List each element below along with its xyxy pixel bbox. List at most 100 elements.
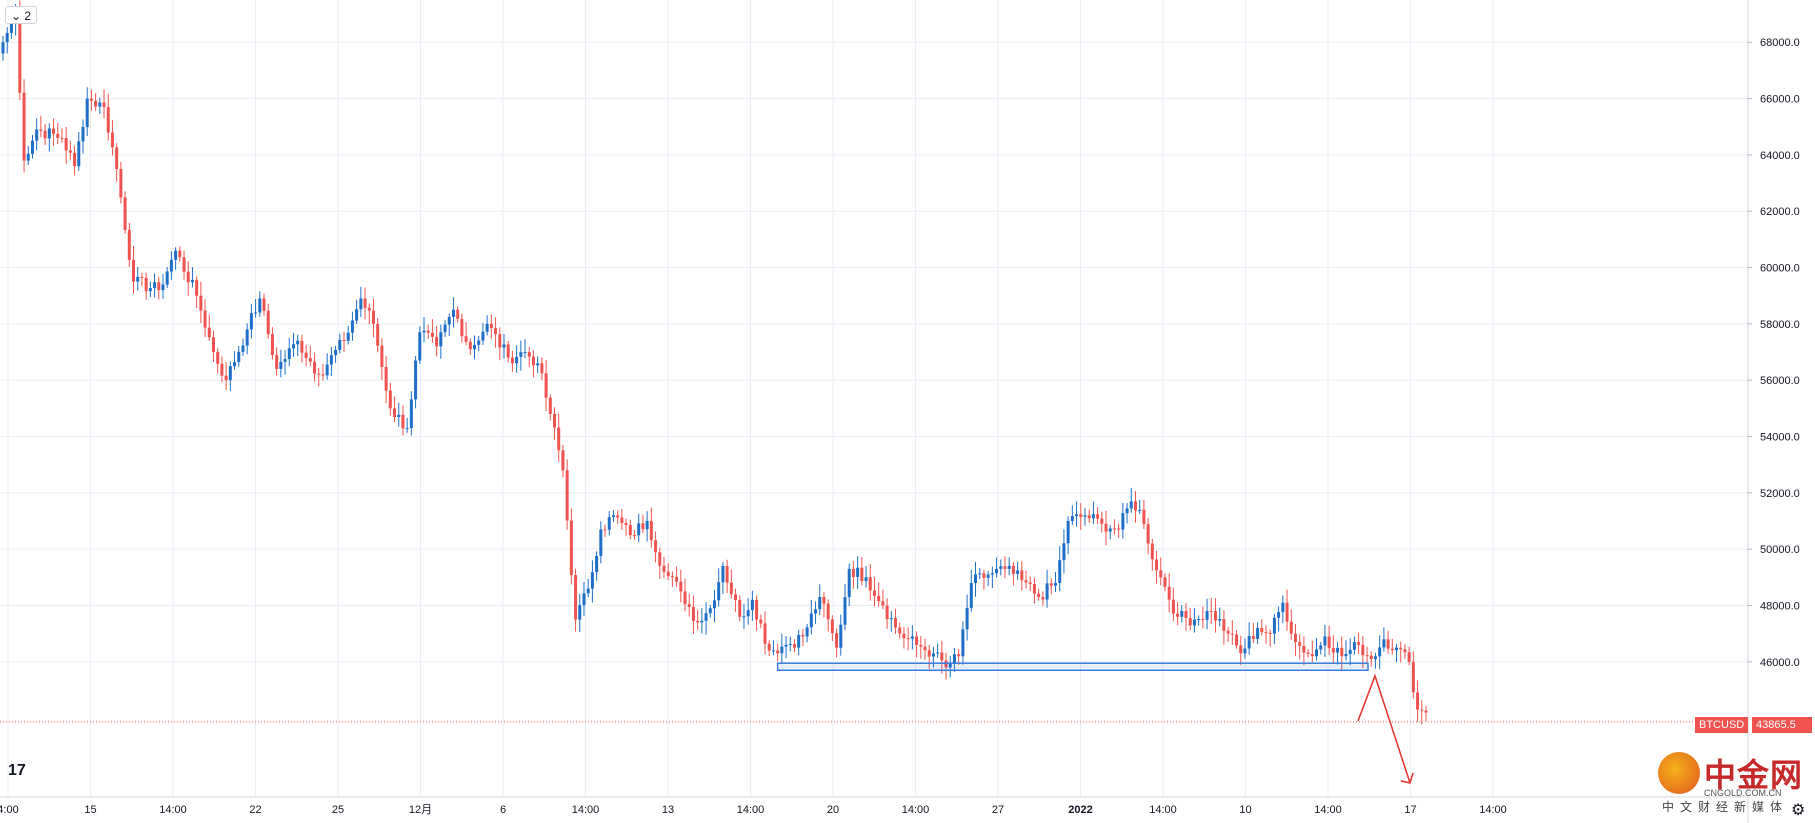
candle-body <box>258 298 262 313</box>
candle-body <box>485 323 489 332</box>
candle-body <box>376 323 380 346</box>
support-zone[interactable] <box>776 662 1369 672</box>
candle-body <box>186 271 190 283</box>
candle-body <box>620 517 624 523</box>
y-tick-label: 58000.0 <box>1760 319 1800 331</box>
candle-body <box>658 552 662 566</box>
candle-body <box>26 153 30 161</box>
candle-body <box>923 646 927 651</box>
candle-body <box>1390 648 1394 651</box>
interval-label: 2 <box>24 9 32 23</box>
candle-body <box>313 361 317 374</box>
candle-body <box>1424 710 1428 713</box>
candle-body <box>64 137 68 151</box>
candle-body <box>1420 709 1424 711</box>
candle-body <box>1365 655 1369 657</box>
candle-body <box>649 521 653 541</box>
candle-body <box>1032 583 1036 594</box>
candle-body <box>595 555 599 573</box>
candle-body <box>1243 648 1247 654</box>
time-axis: 4:00 15 14:00 22 25 12月 6 14:00 13 14:00 20 14:00 27… <box>0 804 1507 816</box>
candle-body <box>1289 621 1293 634</box>
tradingview-logo-icon[interactable]: 17 <box>8 762 38 786</box>
candle-body <box>1378 647 1382 657</box>
candle-body <box>1218 619 1222 621</box>
candle-body <box>1167 586 1171 600</box>
candle-body <box>178 250 182 258</box>
candle-body <box>1310 654 1314 657</box>
candle-body <box>1024 580 1028 583</box>
candle-body <box>77 141 81 167</box>
gear-icon[interactable]: ⚙ <box>1791 802 1806 819</box>
candle-body <box>342 339 346 341</box>
candle-body <box>889 618 893 620</box>
candle-body <box>1066 521 1070 544</box>
candle-body <box>1319 645 1323 650</box>
candle-body <box>1176 613 1180 617</box>
candle-body <box>784 644 788 647</box>
candle-body <box>809 613 813 628</box>
candle-body <box>1087 515 1091 519</box>
candle-body <box>544 373 548 398</box>
candle-body <box>1079 514 1083 517</box>
candle-body <box>1045 583 1049 600</box>
candle-body <box>1037 593 1041 598</box>
candle-body <box>190 279 194 283</box>
candle-body <box>948 663 952 668</box>
candle-body <box>1268 632 1272 634</box>
candle-body <box>675 576 679 582</box>
candle-body <box>287 348 291 360</box>
candle-body <box>835 633 839 648</box>
candle-body <box>603 529 607 531</box>
candle-body <box>245 329 249 346</box>
candle-body <box>127 229 131 260</box>
symbol-label: BTCUSD <box>1699 719 1745 731</box>
candle-body <box>460 318 464 337</box>
candle-body <box>1306 652 1310 655</box>
watermark-sub: CNGOLD.COM.CN <box>1704 788 1782 798</box>
candle-body <box>60 137 64 139</box>
y-tick-label: 54000.0 <box>1760 432 1800 444</box>
candle-body <box>906 638 910 640</box>
candle-body <box>734 594 738 600</box>
candle-body <box>123 197 127 230</box>
candle-body <box>1327 636 1331 649</box>
candle-body <box>388 390 392 409</box>
candle-body <box>1003 566 1007 569</box>
candle-body <box>919 644 923 647</box>
x-tick-label: 20 <box>827 804 839 816</box>
candle-body <box>952 654 956 664</box>
candle-body <box>1352 642 1356 650</box>
price-label: 43865.5 <box>1756 719 1796 731</box>
candles <box>1 0 1428 725</box>
x-tick-label: 25 <box>332 804 344 816</box>
candle-body <box>321 374 325 376</box>
candle-body <box>1070 516 1074 522</box>
candle-body <box>995 568 999 574</box>
logo-text: 17 <box>8 762 26 779</box>
candle-body <box>329 355 333 365</box>
candle-body <box>1213 611 1217 621</box>
candle-body <box>721 566 725 583</box>
candle-body <box>957 654 961 657</box>
candle-body <box>1184 610 1188 618</box>
candle-body <box>830 619 834 634</box>
candle-body <box>1344 653 1348 657</box>
candle-body <box>1281 602 1285 613</box>
projection-arrow[interactable] <box>1357 673 1414 784</box>
candle-body <box>1361 644 1365 656</box>
candle-body <box>654 540 658 553</box>
candle-body <box>35 129 39 141</box>
candle-body <box>456 309 460 319</box>
interval-button[interactable]: ⌄ 2 <box>5 6 38 24</box>
candle-body <box>978 573 982 575</box>
candle-body <box>426 330 430 333</box>
candle-body <box>1235 634 1239 646</box>
candle-body <box>1315 649 1319 657</box>
candle-body <box>872 590 876 596</box>
candle-body <box>586 588 590 594</box>
candle-body <box>704 613 708 621</box>
candle-body <box>283 359 287 362</box>
candle-body <box>843 597 847 625</box>
